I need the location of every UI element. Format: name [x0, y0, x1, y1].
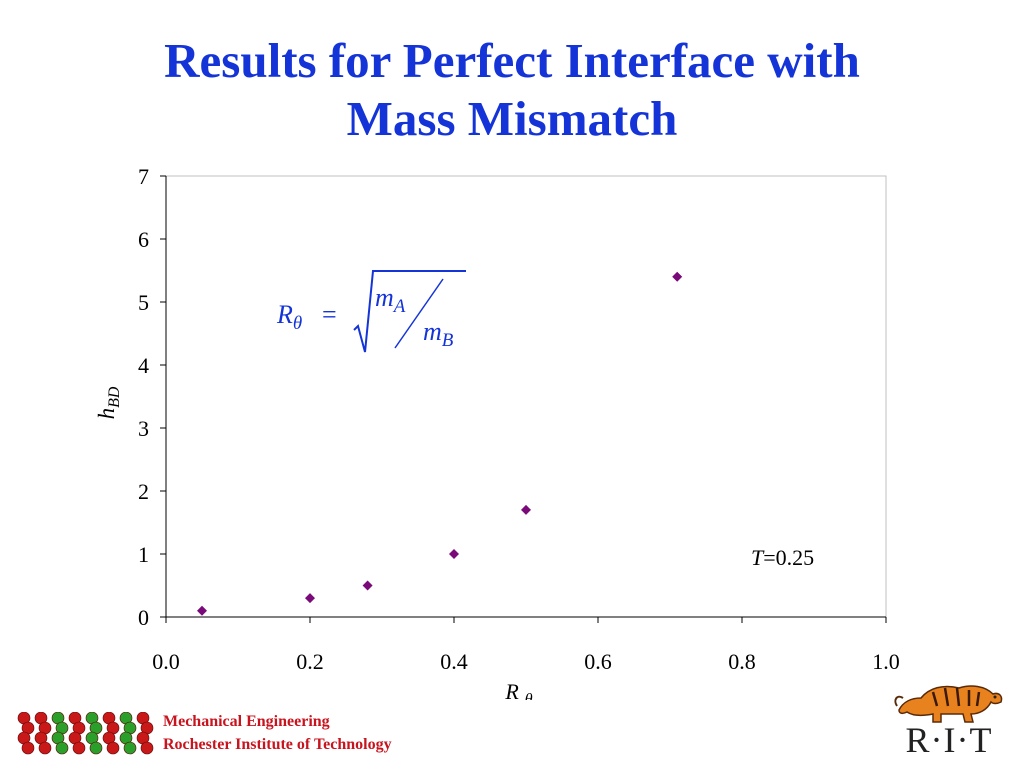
data-point — [305, 593, 315, 604]
formula-equals: = — [322, 300, 337, 329]
data-point — [449, 549, 459, 559]
data-point — [672, 271, 683, 282]
x-tick-label: 0.6 — [584, 649, 612, 674]
title-line-2: Mass Mismatch — [346, 91, 678, 146]
data-point — [521, 504, 531, 515]
y-tick-label: 2 — [138, 479, 149, 504]
x-tick-label: 0.8 — [728, 649, 756, 674]
y-tick-label: 7 — [138, 164, 149, 189]
formula: Rθ = mA mB — [276, 270, 466, 353]
footer: Mechanical Engineering Rochester Institu… — [163, 710, 392, 756]
y-axis-label: hBD — [94, 386, 123, 419]
atom-chain-icon — [17, 712, 154, 755]
x-tick-label: 0.4 — [440, 649, 468, 674]
formula-numerator: mA — [375, 283, 406, 317]
x-tick-label: 0.2 — [296, 649, 324, 674]
y-tick-label: 4 — [138, 353, 149, 378]
data-point — [197, 605, 207, 616]
atom — [55, 741, 69, 755]
y-tick-label: 6 — [138, 227, 149, 252]
formula-slash — [394, 278, 444, 349]
atom — [106, 741, 120, 755]
x-tick-label: 1.0 — [872, 649, 900, 674]
rit-logo: R·I·T — [893, 676, 1005, 760]
y-tick-label: 5 — [138, 290, 149, 315]
tiger-icon — [894, 685, 1003, 723]
x-tick-label: 0.0 — [152, 649, 180, 674]
scatter-chart: 0 1 2 3 4 5 6 7 0.0 0.2 0.4 0.6 0.8 1.0 R θ hBD T=0.25 Rθ =… — [94, 164, 900, 700]
atom — [89, 741, 103, 755]
atom — [38, 741, 52, 755]
formula-lhs: Rθ — [276, 300, 302, 334]
data-point — [362, 580, 373, 591]
formula-denominator: mB — [423, 317, 454, 351]
slide-title: Results for Perfect Interface with Mass … — [0, 32, 1024, 148]
y-tick-label: 1 — [138, 542, 149, 567]
footer-department: Mechanical Engineering — [163, 713, 330, 730]
formula-radical — [353, 270, 466, 353]
atom — [21, 741, 35, 755]
y-tick-label: 0 — [138, 605, 149, 630]
footer-institute: Rochester Institute of Technology — [163, 736, 392, 753]
atom — [140, 741, 154, 755]
title-line-1: Results for Perfect Interface with — [164, 33, 860, 88]
atom — [72, 741, 86, 755]
y-tick-label: 3 — [138, 416, 149, 441]
temperature-annotation: T=0.25 — [751, 545, 814, 570]
logo-text: R·I·T — [905, 720, 993, 760]
atom — [123, 741, 137, 755]
